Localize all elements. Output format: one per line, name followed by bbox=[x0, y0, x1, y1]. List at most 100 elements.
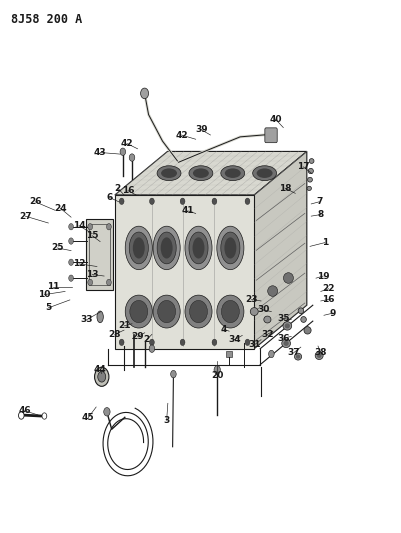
Ellipse shape bbox=[97, 311, 103, 322]
Circle shape bbox=[212, 339, 217, 345]
Ellipse shape bbox=[294, 353, 302, 360]
Ellipse shape bbox=[217, 295, 244, 328]
Circle shape bbox=[42, 413, 47, 419]
Ellipse shape bbox=[153, 226, 180, 270]
Text: 16: 16 bbox=[122, 186, 134, 195]
Circle shape bbox=[149, 345, 155, 352]
Text: 46: 46 bbox=[18, 406, 31, 415]
Ellipse shape bbox=[296, 354, 300, 359]
Ellipse shape bbox=[298, 308, 304, 314]
Text: 5: 5 bbox=[45, 303, 51, 312]
Ellipse shape bbox=[282, 339, 290, 348]
Circle shape bbox=[88, 223, 93, 230]
Text: 3: 3 bbox=[164, 416, 170, 425]
Text: 12: 12 bbox=[73, 260, 85, 268]
Circle shape bbox=[180, 339, 185, 345]
Ellipse shape bbox=[315, 352, 323, 360]
Text: 27: 27 bbox=[19, 212, 32, 221]
Text: 11: 11 bbox=[47, 282, 59, 291]
Text: 30: 30 bbox=[257, 305, 269, 314]
Text: 33: 33 bbox=[81, 315, 93, 324]
Ellipse shape bbox=[225, 168, 241, 178]
Ellipse shape bbox=[284, 273, 294, 284]
Polygon shape bbox=[115, 195, 254, 349]
Circle shape bbox=[107, 279, 111, 286]
Circle shape bbox=[245, 198, 250, 205]
Circle shape bbox=[104, 408, 110, 416]
Text: 20: 20 bbox=[211, 370, 223, 379]
Text: 31: 31 bbox=[248, 341, 261, 350]
Text: 13: 13 bbox=[86, 270, 98, 279]
Circle shape bbox=[95, 367, 109, 386]
Text: 24: 24 bbox=[54, 204, 67, 213]
Ellipse shape bbox=[285, 324, 290, 328]
Text: 34: 34 bbox=[228, 335, 241, 344]
Ellipse shape bbox=[129, 232, 148, 264]
Text: 32: 32 bbox=[261, 330, 273, 339]
FancyBboxPatch shape bbox=[265, 128, 277, 143]
FancyBboxPatch shape bbox=[227, 351, 232, 357]
Circle shape bbox=[245, 339, 250, 345]
Circle shape bbox=[141, 88, 149, 99]
Text: 6: 6 bbox=[107, 193, 113, 202]
Text: 23: 23 bbox=[245, 295, 258, 304]
Text: 15: 15 bbox=[86, 231, 98, 240]
Text: 43: 43 bbox=[94, 148, 106, 157]
Circle shape bbox=[69, 275, 73, 281]
Text: 1: 1 bbox=[322, 238, 328, 247]
Circle shape bbox=[98, 372, 106, 382]
Ellipse shape bbox=[308, 177, 312, 182]
Ellipse shape bbox=[161, 168, 177, 178]
Ellipse shape bbox=[185, 295, 212, 328]
Text: 18: 18 bbox=[279, 183, 291, 192]
Ellipse shape bbox=[264, 316, 271, 323]
Ellipse shape bbox=[153, 295, 180, 328]
Ellipse shape bbox=[189, 166, 213, 181]
Polygon shape bbox=[115, 151, 307, 195]
Text: 29: 29 bbox=[131, 332, 144, 341]
Text: 38: 38 bbox=[314, 348, 327, 357]
Text: 7: 7 bbox=[316, 197, 322, 206]
Ellipse shape bbox=[225, 237, 236, 259]
Text: 41: 41 bbox=[181, 206, 194, 215]
Text: 16: 16 bbox=[322, 295, 335, 304]
Ellipse shape bbox=[221, 301, 239, 322]
Text: 9: 9 bbox=[330, 309, 336, 318]
Circle shape bbox=[212, 198, 217, 205]
Text: 35: 35 bbox=[277, 314, 290, 323]
Circle shape bbox=[69, 223, 73, 230]
Text: 4: 4 bbox=[221, 325, 227, 334]
Ellipse shape bbox=[125, 226, 152, 270]
Circle shape bbox=[150, 198, 154, 205]
Text: 25: 25 bbox=[51, 244, 63, 253]
Circle shape bbox=[18, 412, 24, 419]
Ellipse shape bbox=[317, 353, 322, 358]
Text: 2: 2 bbox=[144, 335, 150, 344]
Text: 36: 36 bbox=[277, 334, 290, 343]
Text: 28: 28 bbox=[109, 330, 121, 339]
Ellipse shape bbox=[130, 301, 148, 322]
Text: 39: 39 bbox=[195, 125, 208, 134]
Ellipse shape bbox=[133, 237, 145, 259]
Ellipse shape bbox=[304, 327, 311, 334]
Circle shape bbox=[171, 370, 176, 378]
Ellipse shape bbox=[125, 295, 152, 328]
Ellipse shape bbox=[283, 321, 292, 330]
Ellipse shape bbox=[158, 301, 176, 322]
Text: 26: 26 bbox=[29, 197, 41, 206]
Text: 17: 17 bbox=[297, 163, 310, 171]
Ellipse shape bbox=[284, 341, 289, 346]
Ellipse shape bbox=[190, 301, 207, 322]
Circle shape bbox=[120, 148, 126, 156]
Ellipse shape bbox=[301, 317, 306, 322]
Ellipse shape bbox=[189, 232, 208, 264]
Ellipse shape bbox=[268, 286, 277, 296]
Circle shape bbox=[69, 259, 73, 265]
Text: 21: 21 bbox=[118, 321, 130, 330]
Circle shape bbox=[214, 366, 221, 374]
Ellipse shape bbox=[253, 166, 277, 181]
Circle shape bbox=[69, 238, 73, 244]
Text: 14: 14 bbox=[73, 221, 85, 230]
Ellipse shape bbox=[161, 237, 172, 259]
Text: 8: 8 bbox=[318, 210, 324, 219]
